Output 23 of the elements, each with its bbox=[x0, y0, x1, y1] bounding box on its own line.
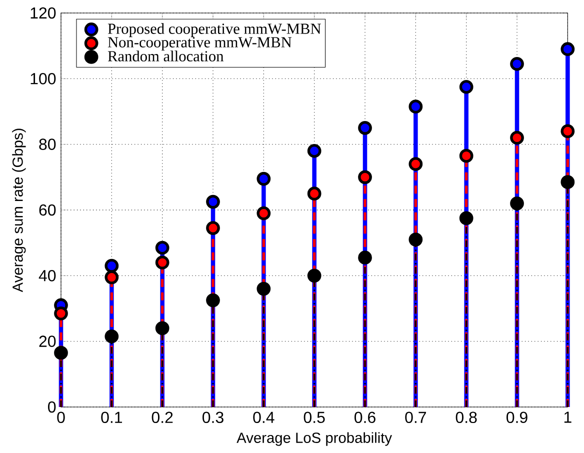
x-tick-label: 0.3 bbox=[202, 412, 224, 424]
x-axis-title: Average LoS probability bbox=[236, 432, 392, 446]
y-tick-label: 60 bbox=[39, 204, 56, 216]
x-tick-label: 0.8 bbox=[456, 412, 477, 424]
x-tick-label: 0.6 bbox=[354, 412, 376, 424]
legend-label: Random allocation bbox=[108, 50, 224, 62]
x-tick-label: 0.5 bbox=[304, 412, 325, 424]
legend-label: Non-cooperative mmW-MBN bbox=[108, 37, 292, 51]
y-tick-label: 100 bbox=[30, 73, 56, 84]
y-axis-title: Average sum rate (Gbps) bbox=[12, 128, 26, 292]
x-tick-label: 1 bbox=[564, 412, 572, 423]
y-tick-label: 0 bbox=[48, 401, 56, 413]
y-tick-label: 120 bbox=[30, 7, 56, 19]
x-tick-label: 0.1 bbox=[101, 412, 122, 424]
x-tick-label: 0.4 bbox=[253, 412, 274, 424]
x-tick-label: 0.7 bbox=[405, 412, 426, 424]
x-tick-label: 0 bbox=[57, 412, 65, 424]
x-tick-label: 0.2 bbox=[152, 412, 173, 424]
x-tick-label: 0.9 bbox=[506, 412, 528, 424]
legend-label: Proposed cooperative mmW-MBN bbox=[108, 23, 321, 38]
y-tick-label: 80 bbox=[39, 138, 56, 150]
y-tick-label: 20 bbox=[39, 336, 56, 347]
y-tick-label: 40 bbox=[38, 270, 56, 282]
